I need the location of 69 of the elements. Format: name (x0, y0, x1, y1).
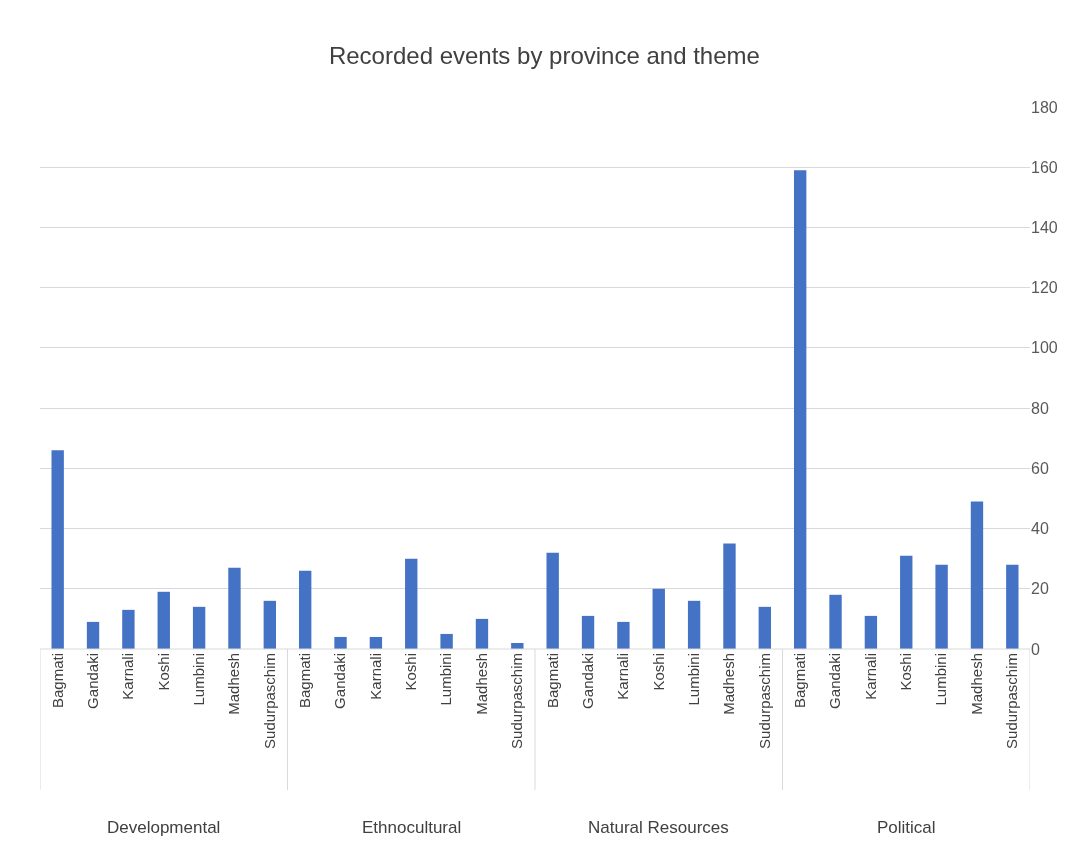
y-tick-label: 120 (1031, 279, 1058, 297)
bar (900, 555, 913, 649)
y-tick-label: 0 (1031, 640, 1040, 658)
bar (440, 633, 453, 649)
x-tick-label: Koshi (154, 653, 172, 691)
x-tick-label: Koshi (649, 653, 667, 691)
x-tick-label: Gandaki (83, 653, 101, 709)
bar (228, 567, 241, 649)
bar (581, 615, 595, 649)
text: Developmental (107, 818, 221, 837)
bar (935, 564, 948, 649)
bar (263, 600, 277, 649)
x-tick-label: Lumbini (684, 653, 702, 706)
bar (864, 615, 878, 649)
x-tick-label: Gandaki (826, 653, 844, 709)
bar (51, 450, 64, 649)
bar (793, 170, 807, 649)
y-tick-label: 40 (1031, 520, 1049, 538)
x-tick-label: Lumbini (189, 653, 207, 706)
x-tick-label: Koshi (402, 653, 420, 691)
bar (334, 636, 347, 649)
bar (298, 570, 312, 649)
x-tick-label: Karnali (614, 653, 632, 700)
bar (723, 543, 736, 649)
x-tick-label: Madhesh (967, 653, 985, 715)
bar (970, 501, 984, 649)
x-tick-label: Gandaki (331, 653, 349, 709)
x-tick-label: Madhesh (472, 653, 490, 715)
bar (687, 600, 701, 649)
x-tick-label: Koshi (897, 653, 915, 691)
x-tick-label: Sudurpaschim (260, 653, 278, 749)
x-tick-label: Sudurpaschim (1003, 653, 1021, 749)
bar (86, 621, 100, 649)
bar (758, 606, 772, 649)
y-tick-label: 60 (1031, 459, 1049, 477)
bar (405, 558, 418, 649)
bar (157, 591, 170, 649)
x-tick-label: Bagmati (48, 653, 66, 709)
x-tick-label: Lumbini (932, 653, 950, 706)
bar (1006, 564, 1019, 649)
x-tick-label: Madhesh (720, 653, 738, 715)
x-tick-label: Bagmati (791, 653, 809, 709)
bar (546, 552, 559, 649)
y-tick-label: 160 (1031, 158, 1058, 176)
x-tick-label: Karnali (366, 653, 384, 700)
chart-title: Recorded events by province and theme (328, 41, 760, 69)
bar (122, 609, 135, 649)
text: Natural Resources (588, 818, 729, 837)
text: Ethnocultural (362, 818, 462, 837)
x-tick-label: Lumbini (437, 653, 455, 706)
x-tick-label: Karnali (861, 653, 879, 700)
x-tick-label: Madhesh (225, 653, 243, 715)
y-tick-label: 80 (1031, 399, 1049, 417)
bar (617, 621, 630, 649)
y-tick-label: 100 (1031, 339, 1058, 357)
y-tick-label: 140 (1031, 219, 1058, 237)
y-tick-label: 20 (1031, 580, 1049, 598)
x-tick-label: Sudurpaschim (755, 653, 773, 749)
bar (829, 594, 842, 649)
y-tick-label: 180 (1031, 98, 1058, 116)
text: Political (877, 818, 936, 837)
bar (652, 588, 665, 649)
x-tick-label: Bagmati (543, 653, 561, 709)
x-tick-label: Karnali (119, 653, 137, 700)
x-tick-label: Sudurpaschim (508, 653, 526, 749)
x-tick-label: Gandaki (578, 653, 596, 709)
bar (192, 606, 206, 649)
x-tick-label: Bagmati (296, 653, 314, 709)
bar (475, 618, 489, 649)
